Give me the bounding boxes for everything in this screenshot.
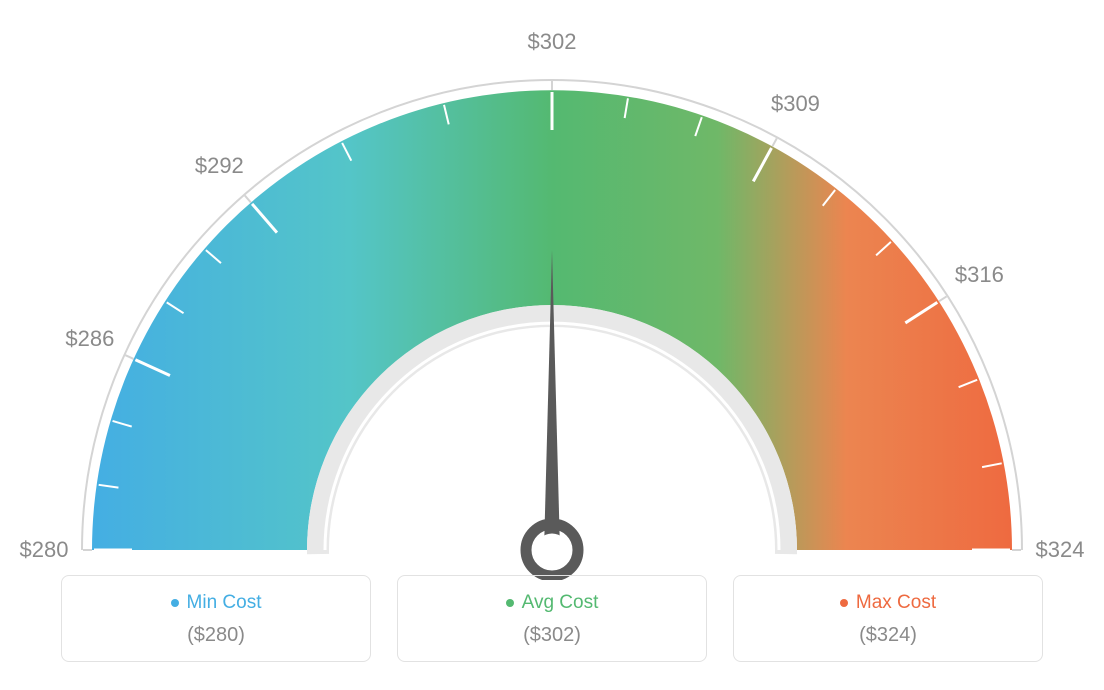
- legend-card-max: Max Cost ($324): [733, 575, 1043, 662]
- legend-title-min: Min Cost: [171, 592, 262, 614]
- gauge-tick-label: $292: [195, 153, 244, 179]
- legend-title-max: Max Cost: [840, 592, 936, 614]
- gauge-tick-label: $309: [771, 91, 820, 117]
- legend-value-max: ($324): [744, 624, 1032, 647]
- gauge-svg: [0, 20, 1104, 580]
- gauge-tick-label: $316: [955, 262, 1004, 288]
- gauge-tick-label: $280: [20, 537, 69, 563]
- gauge-tick-label: $324: [1036, 537, 1085, 563]
- legend-card-avg: Avg Cost ($302): [397, 575, 707, 662]
- legend-label-min: Min Cost: [187, 592, 262, 614]
- gauge-tick-label: $286: [65, 326, 114, 352]
- legend-title-avg: Avg Cost: [506, 592, 599, 614]
- legend-dot-avg: [506, 599, 514, 607]
- legend-value-avg: ($302): [408, 624, 696, 647]
- legend-label-max: Max Cost: [856, 592, 936, 614]
- legend-dot-max: [840, 599, 848, 607]
- legend-card-min: Min Cost ($280): [61, 575, 371, 662]
- legend-value-min: ($280): [72, 624, 360, 647]
- legend-row: Min Cost ($280) Avg Cost ($302) Max Cost…: [50, 575, 1054, 662]
- gauge-tick-label: $302: [528, 29, 577, 55]
- legend-dot-min: [171, 599, 179, 607]
- legend-label-avg: Avg Cost: [522, 592, 599, 614]
- gauge-chart: $280 $286 $292 $302 $309 $316 $324: [0, 20, 1104, 580]
